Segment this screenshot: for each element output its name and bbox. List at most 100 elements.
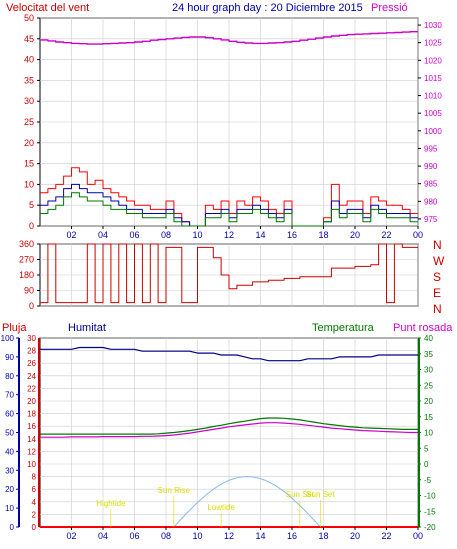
wind-y-tick-label: 15 (24, 159, 34, 169)
humidity-y-tick-label: 30 (5, 466, 14, 475)
humidity-y-tick-label: 80 (5, 372, 14, 381)
event-label: Sun Rise (158, 486, 191, 495)
pressure-y-tick-label: 1010 (424, 92, 442, 101)
humidity-y-tick-label: 90 (5, 353, 14, 362)
direction-y-tick-label: 360 (19, 239, 34, 249)
wind-x-tick-label: 12 (224, 230, 234, 240)
pressure-y-tick-label: 995 (424, 144, 438, 153)
series-temperatura (40, 417, 418, 435)
wind-y-tick-label: 45 (24, 34, 34, 44)
pressure-y-tick-label: 1015 (424, 74, 442, 83)
rain-y-tick-label: 14 (27, 435, 36, 444)
wind-y-tick-label: 40 (24, 55, 34, 65)
humidity-y-tick-label: 10 (5, 504, 14, 513)
temperature-y-tick-label: 5 (424, 444, 429, 453)
bottom-x-tick-label: 22 (381, 531, 391, 541)
wind-x-tick-label: 14 (255, 230, 265, 240)
pressure-y-tick-label: 1030 (424, 21, 442, 30)
pressure-y-tick-label: 985 (424, 180, 438, 189)
temperature-y-tick-label: 10 (424, 429, 433, 438)
series-wind-gust (40, 167, 418, 227)
rain-y-tick-label: 24 (27, 372, 36, 381)
compass-label-n-top: N (433, 238, 442, 252)
wind-y-tick-label: 0 (29, 221, 34, 231)
direction-y-tick-label: 0 (29, 301, 34, 311)
temperature-y-tick-label: 40 (424, 334, 433, 343)
series-wind-average (40, 183, 418, 227)
direction-y-tick-label: 90 (24, 286, 34, 296)
wind-y-tick-label: 35 (24, 75, 34, 85)
wind-y-tick-label: 25 (24, 117, 34, 127)
humidity-y-tick-label: 70 (5, 391, 14, 400)
bottom-x-tick-label: 18 (318, 531, 328, 541)
compass-label-n-bottom: N (433, 302, 442, 316)
pressure-y-tick-label: 1000 (424, 127, 442, 136)
rain-y-tick-label: 26 (27, 359, 36, 368)
temperature-y-tick-label: 0 (424, 460, 429, 469)
bottom-x-tick-label: 02 (66, 531, 76, 541)
series-punt-rosada (40, 422, 418, 438)
wind-x-tick-label: 06 (129, 230, 139, 240)
wind-x-tick-label: 22 (381, 230, 391, 240)
humidity-y-tick-label: 60 (5, 410, 14, 419)
event-label: Hightide (96, 499, 126, 508)
compass-label-e: E (433, 286, 441, 300)
humidity-y-tick-label: 40 (5, 447, 14, 456)
temperature-axis-title: Temperatura (312, 322, 375, 334)
pressure-y-tick-label: 1025 (424, 39, 442, 48)
plot-layer: 0510152025303540455097598098599099510001… (1, 13, 443, 541)
rain-y-tick-label: 30 (27, 334, 36, 343)
wind-speed-axis-title: Velocitat del vent (6, 2, 89, 14)
pressure-y-tick-label: 980 (424, 197, 438, 206)
rain-y-tick-label: 18 (27, 410, 36, 419)
wind-x-tick-label: 00 (413, 230, 423, 240)
temperature-y-tick-label: -20 (424, 523, 436, 532)
humidity-axis-title: Humitat (68, 322, 106, 334)
bottom-x-tick-label: 00 (413, 531, 423, 541)
wind-y-tick-label: 20 (24, 138, 34, 148)
wind-y-tick-label: 10 (24, 179, 34, 189)
dewpoint-axis-title: Punt rosada (393, 322, 453, 334)
bottom-x-tick-label: 06 (129, 531, 139, 541)
rain-y-tick-label: 28 (27, 347, 36, 356)
bottom-x-tick-label: 14 (255, 531, 265, 541)
pressure-y-tick-label: 1005 (424, 109, 442, 118)
rain-y-tick-label: 12 (27, 447, 36, 456)
bottom-x-tick-label: 20 (350, 531, 360, 541)
wind-x-tick-label: 20 (350, 230, 360, 240)
rain-y-tick-label: 22 (27, 384, 36, 393)
bottom-x-tick-label: 10 (192, 531, 202, 541)
series-wind-direction (40, 243, 418, 304)
pressure-axis-title: Pressió (371, 2, 408, 14)
temperature-y-tick-label: 35 (424, 350, 433, 359)
compass-label-s: S (433, 270, 441, 284)
rain-y-tick-label: 20 (27, 397, 36, 406)
wind-x-tick-label: 02 (66, 230, 76, 240)
wind-x-tick-label: 10 (192, 230, 202, 240)
rain-y-tick-label: 4 (32, 498, 37, 507)
rain-y-tick-label: 8 (32, 473, 37, 482)
wind-x-tick-label: 08 (161, 230, 171, 240)
bottom-x-tick-label: 16 (287, 531, 297, 541)
temperature-y-tick-label: 25 (424, 381, 433, 390)
rain-axis-title: Pluja (2, 322, 27, 334)
temperature-y-tick-label: -5 (424, 476, 432, 485)
pressure-y-tick-label: 1020 (424, 56, 442, 65)
rain-y-tick-label: 2 (32, 510, 37, 519)
wind-y-tick-label: 30 (24, 96, 34, 106)
temperature-y-tick-label: 30 (424, 366, 433, 375)
bottom-x-tick-label: 12 (224, 531, 234, 541)
compass-label-w: W (433, 254, 445, 268)
wind-y-tick-label: 5 (29, 200, 34, 210)
series-humitat (40, 346, 418, 362)
humidity-y-tick-label: 100 (1, 334, 15, 343)
event-label: Sun Set (286, 490, 315, 499)
temperature-y-tick-label: 20 (424, 397, 433, 406)
series-pressure (40, 31, 418, 45)
event-label: Sun Set (306, 490, 335, 499)
temperature-y-tick-label: -10 (424, 492, 436, 501)
wind-x-tick-label: 04 (98, 230, 108, 240)
